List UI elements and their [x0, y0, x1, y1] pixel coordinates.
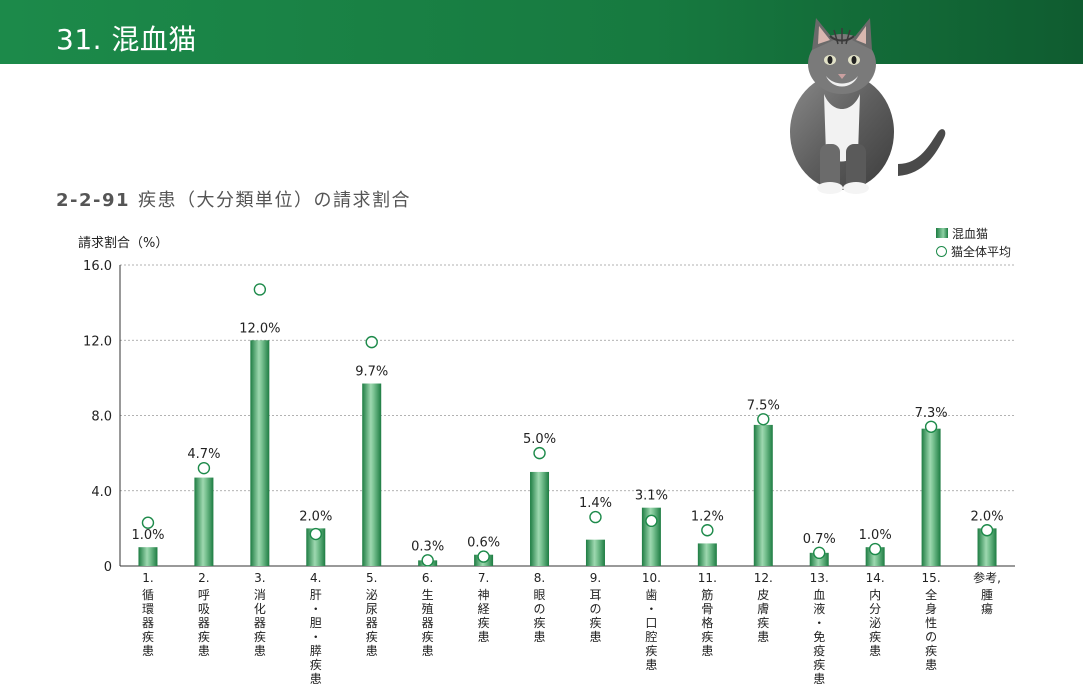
data-label: 1.2% [691, 509, 724, 524]
x-category-number: 11. [698, 571, 717, 585]
x-category-label: 循環器疾患 [142, 588, 154, 658]
x-category-number: 5. [366, 571, 377, 585]
x-category-label: 血液・免疫疾患 [813, 588, 825, 686]
x-category-number: 3. [254, 571, 265, 585]
x-category-label: 神経疾患 [478, 588, 490, 644]
x-category-number: 9. [590, 571, 601, 585]
average-marker [868, 542, 882, 556]
legend-item-marker: 猫全体平均 [936, 242, 1011, 260]
x-category-label: 耳の疾患 [589, 588, 601, 644]
bar [362, 383, 382, 566]
x-category-number: 1. [142, 571, 153, 585]
x-category-label: 肝・胆・膵疾患 [310, 588, 322, 686]
average-marker [757, 413, 770, 426]
average-marker [365, 335, 378, 349]
data-label: 2.0% [971, 509, 1004, 524]
y-tick-label: 0 [104, 560, 112, 575]
x-category-label: 腫瘍 [981, 588, 993, 616]
x-category-label: 消化器疾患 [254, 588, 266, 658]
x-category-label: 全身性の疾患 [925, 587, 937, 672]
legend-circle-swatch [936, 245, 947, 257]
x-category-number: 4. [310, 571, 321, 585]
bar [977, 528, 997, 566]
x-category-label: 皮膚疾患 [757, 588, 769, 644]
x-category-number: 7. [478, 571, 489, 585]
data-label: 0.3% [411, 539, 444, 554]
bar [697, 543, 717, 566]
average-marker [533, 446, 546, 460]
average-marker [589, 510, 602, 524]
y-tick-label: 4.0 [91, 485, 112, 500]
page-header: 31. 混血猫 [0, 0, 1083, 64]
x-category-number: 14. [866, 571, 885, 585]
bar [530, 471, 550, 566]
bar [194, 477, 214, 566]
data-label: 7.3% [915, 406, 948, 421]
average-marker [924, 420, 938, 433]
x-category-number: 6. [422, 571, 433, 585]
section-number: 2-2-91 [56, 190, 131, 211]
x-category-number: 参考, [973, 570, 1001, 585]
average-marker [197, 461, 211, 475]
data-label: 0.6% [467, 536, 500, 551]
data-label: 4.7% [187, 447, 220, 462]
data-label: 1.4% [579, 496, 612, 511]
x-category-number: 13. [810, 571, 829, 585]
average-marker [701, 524, 714, 537]
average-marker [813, 546, 826, 560]
bar [585, 539, 605, 566]
x-category-label: 歯・口腔疾患 [645, 588, 657, 672]
data-label: 0.7% [803, 532, 836, 547]
bar [138, 547, 158, 566]
data-label: 1.0% [131, 528, 164, 543]
x-category-number: 10. [642, 571, 661, 585]
bar [921, 428, 941, 566]
legend-bar-swatch [936, 228, 948, 238]
y-axis-label: 請求割合（%） [78, 235, 168, 251]
data-label: 7.5% [747, 398, 780, 413]
average-marker [253, 283, 267, 296]
page-title: 31. 混血猫 [56, 23, 197, 56]
data-label: 5.0% [523, 432, 556, 447]
bar [753, 424, 773, 566]
y-tick-label: 8.0 [91, 410, 112, 425]
average-marker [141, 516, 155, 529]
section-title-text: 疾患（大分類単位）の請求割合 [138, 190, 412, 211]
y-tick-label: 16.0 [83, 259, 112, 274]
x-category-label: 眼の疾患 [534, 588, 546, 644]
legend-label-bar: 混血猫 [952, 226, 989, 241]
chart-legend: 混血猫 猫全体平均 [936, 224, 1011, 260]
average-marker [477, 550, 490, 563]
data-label: 2.0% [299, 509, 332, 524]
x-category-label: 内分泌疾患 [869, 588, 881, 658]
section-title: 2-2-91 疾患（大分類単位）の請求割合 [56, 186, 411, 212]
average-marker [645, 514, 658, 528]
data-label: 12.0% [239, 321, 280, 336]
average-marker [980, 524, 994, 537]
cat-illustration [790, 18, 946, 194]
x-category-label: 生殖器疾患 [422, 588, 434, 658]
average-marker [421, 554, 434, 567]
bar [250, 340, 270, 566]
legend-item-bar: 混血猫 [936, 224, 1011, 242]
x-category-label: 泌尿器疾患 [366, 588, 378, 658]
x-category-number: 12. [754, 571, 773, 585]
x-category-label: 呼吸器疾患 [198, 588, 210, 658]
x-category-number: 8. [534, 571, 545, 585]
legend-label-marker: 猫全体平均 [951, 244, 1012, 259]
y-tick-label: 12.0 [83, 334, 112, 349]
data-label: 1.0% [859, 528, 892, 543]
data-label: 3.1% [635, 489, 668, 504]
average-marker [309, 527, 322, 541]
x-category-number: 2. [198, 571, 209, 585]
data-label: 9.7% [355, 365, 388, 380]
x-category-label: 筋骨格疾患 [701, 587, 713, 658]
x-category-number: 15. [922, 571, 941, 585]
